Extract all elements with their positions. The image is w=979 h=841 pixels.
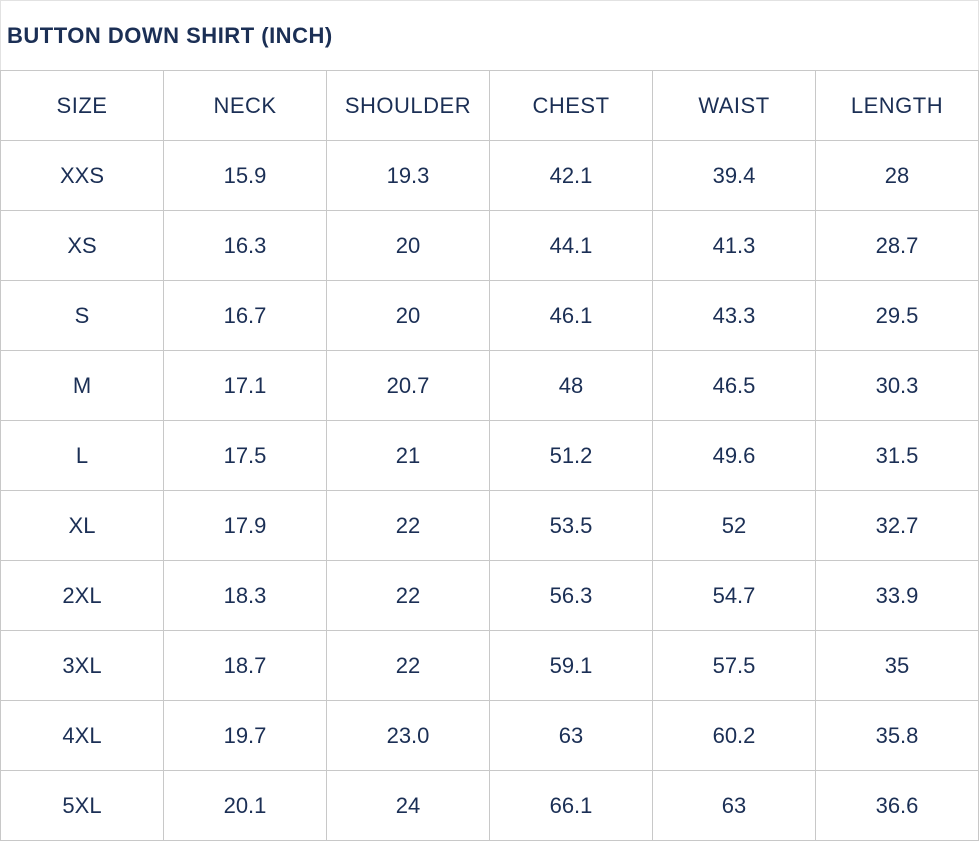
cell-waist: 63 <box>652 770 816 841</box>
cell-size: 4XL <box>0 700 164 771</box>
cell-length: 29.5 <box>815 280 979 351</box>
column-header-neck: NECK <box>163 70 327 141</box>
cell-chest: 46.1 <box>489 280 653 351</box>
cell-size: 2XL <box>0 560 164 631</box>
cell-size: 3XL <box>0 630 164 701</box>
cell-neck: 17.1 <box>163 350 327 421</box>
cell-waist: 52 <box>652 490 816 561</box>
cell-shoulder: 22 <box>326 560 490 631</box>
cell-shoulder: 19.3 <box>326 140 490 211</box>
cell-length: 36.6 <box>815 770 979 841</box>
title-row: BUTTON DOWN SHIRT (INCH) <box>0 0 979 71</box>
table-row: 4XL 19.7 23.0 63 60.2 35.8 <box>0 700 979 771</box>
table-row: M 17.1 20.7 48 46.5 30.3 <box>0 350 979 421</box>
cell-chest: 48 <box>489 350 653 421</box>
cell-shoulder: 20.7 <box>326 350 490 421</box>
cell-chest: 42.1 <box>489 140 653 211</box>
cell-neck: 19.7 <box>163 700 327 771</box>
cell-waist: 43.3 <box>652 280 816 351</box>
table-row: L 17.5 21 51.2 49.6 31.5 <box>0 420 979 491</box>
cell-waist: 41.3 <box>652 210 816 281</box>
cell-waist: 57.5 <box>652 630 816 701</box>
cell-chest: 63 <box>489 700 653 771</box>
cell-neck: 18.3 <box>163 560 327 631</box>
cell-chest: 59.1 <box>489 630 653 701</box>
cell-shoulder: 22 <box>326 490 490 561</box>
cell-length: 35.8 <box>815 700 979 771</box>
cell-size: S <box>0 280 164 351</box>
cell-shoulder: 24 <box>326 770 490 841</box>
cell-neck: 20.1 <box>163 770 327 841</box>
cell-neck: 16.7 <box>163 280 327 351</box>
column-header-length: LENGTH <box>815 70 979 141</box>
cell-neck: 16.3 <box>163 210 327 281</box>
table-row: 2XL 18.3 22 56.3 54.7 33.9 <box>0 560 979 631</box>
cell-neck: 15.9 <box>163 140 327 211</box>
table-row: XS 16.3 20 44.1 41.3 28.7 <box>0 210 979 281</box>
cell-waist: 39.4 <box>652 140 816 211</box>
cell-shoulder: 21 <box>326 420 490 491</box>
cell-waist: 60.2 <box>652 700 816 771</box>
cell-waist: 54.7 <box>652 560 816 631</box>
column-header-size: SIZE <box>0 70 164 141</box>
cell-length: 33.9 <box>815 560 979 631</box>
table-title: BUTTON DOWN SHIRT (INCH) <box>0 0 979 71</box>
cell-length: 30.3 <box>815 350 979 421</box>
cell-waist: 49.6 <box>652 420 816 491</box>
cell-length: 35 <box>815 630 979 701</box>
column-header-chest: CHEST <box>489 70 653 141</box>
table-body: XXS 15.9 19.3 42.1 39.4 28 XS 16.3 20 44.1 41.3 28.… <box>0 140 979 841</box>
cell-size: M <box>0 350 164 421</box>
table-row: 5XL 20.1 24 66.1 63 36.6 <box>0 770 979 841</box>
column-header-waist: WAIST <box>652 70 816 141</box>
cell-size: XXS <box>0 140 164 211</box>
cell-chest: 44.1 <box>489 210 653 281</box>
cell-size: 5XL <box>0 770 164 841</box>
cell-neck: 17.9 <box>163 490 327 561</box>
cell-shoulder: 20 <box>326 210 490 281</box>
cell-length: 28.7 <box>815 210 979 281</box>
cell-shoulder: 23.0 <box>326 700 490 771</box>
table-row: XXS 15.9 19.3 42.1 39.4 28 <box>0 140 979 211</box>
cell-shoulder: 20 <box>326 280 490 351</box>
cell-chest: 51.2 <box>489 420 653 491</box>
cell-length: 28 <box>815 140 979 211</box>
cell-size: XS <box>0 210 164 281</box>
cell-shoulder: 22 <box>326 630 490 701</box>
cell-length: 32.7 <box>815 490 979 561</box>
cell-neck: 18.7 <box>163 630 327 701</box>
table-row: 3XL 18.7 22 59.1 57.5 35 <box>0 630 979 701</box>
table-row: S 16.7 20 46.1 43.3 29.5 <box>0 280 979 351</box>
cell-neck: 17.5 <box>163 420 327 491</box>
cell-waist: 46.5 <box>652 350 816 421</box>
column-header-shoulder: SHOULDER <box>326 70 490 141</box>
header-row: SIZE NECK SHOULDER CHEST WAIST LENGTH <box>0 70 979 141</box>
cell-length: 31.5 <box>815 420 979 491</box>
cell-size: XL <box>0 490 164 561</box>
cell-chest: 56.3 <box>489 560 653 631</box>
cell-chest: 66.1 <box>489 770 653 841</box>
cell-size: L <box>0 420 164 491</box>
cell-chest: 53.5 <box>489 490 653 561</box>
table-row: XL 17.9 22 53.5 52 32.7 <box>0 490 979 561</box>
